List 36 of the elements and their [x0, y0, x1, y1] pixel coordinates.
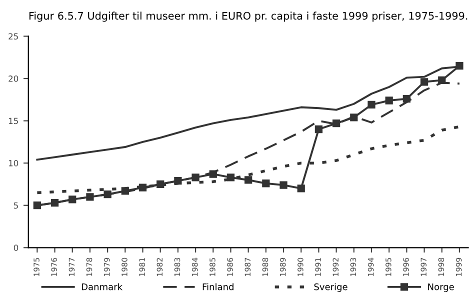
legend-label: Norge — [428, 284, 454, 292]
point — [192, 174, 200, 182]
point — [297, 184, 305, 192]
y-tick-label: 0 — [14, 244, 18, 251]
point — [174, 177, 182, 185]
point — [402, 94, 411, 103]
point — [50, 199, 59, 207]
point — [262, 180, 270, 188]
point — [280, 181, 288, 189]
point — [156, 180, 164, 188]
legend-label: Danmark — [82, 283, 123, 290]
point — [104, 190, 112, 198]
point — [244, 176, 252, 184]
point — [68, 196, 76, 204]
legend-label: Sverige — [314, 283, 348, 292]
point — [350, 114, 358, 122]
y-tick-label: 15 — [8, 118, 18, 124]
y-tick-label: 5 — [14, 202, 18, 209]
point — [456, 62, 464, 70]
point — [226, 174, 235, 182]
legend-label: Finland — [202, 283, 234, 290]
point — [385, 96, 393, 104]
point — [332, 120, 340, 128]
point — [438, 76, 446, 84]
y-tick-label: 20 — [8, 76, 18, 82]
point — [368, 100, 376, 109]
y-tick-label: 10 — [8, 160, 18, 166]
point — [86, 193, 94, 201]
point — [121, 187, 129, 195]
point — [209, 170, 217, 178]
point — [420, 78, 428, 86]
point — [138, 184, 147, 192]
point — [33, 202, 41, 210]
y-tick-label: 25 — [8, 33, 18, 40]
chart-title: Figur 6.5.7 Udgifter til museer mm. i EURO pr. capita i faste 1999 priser, 1975-1999. — [29, 12, 468, 22]
point — [314, 125, 323, 134]
